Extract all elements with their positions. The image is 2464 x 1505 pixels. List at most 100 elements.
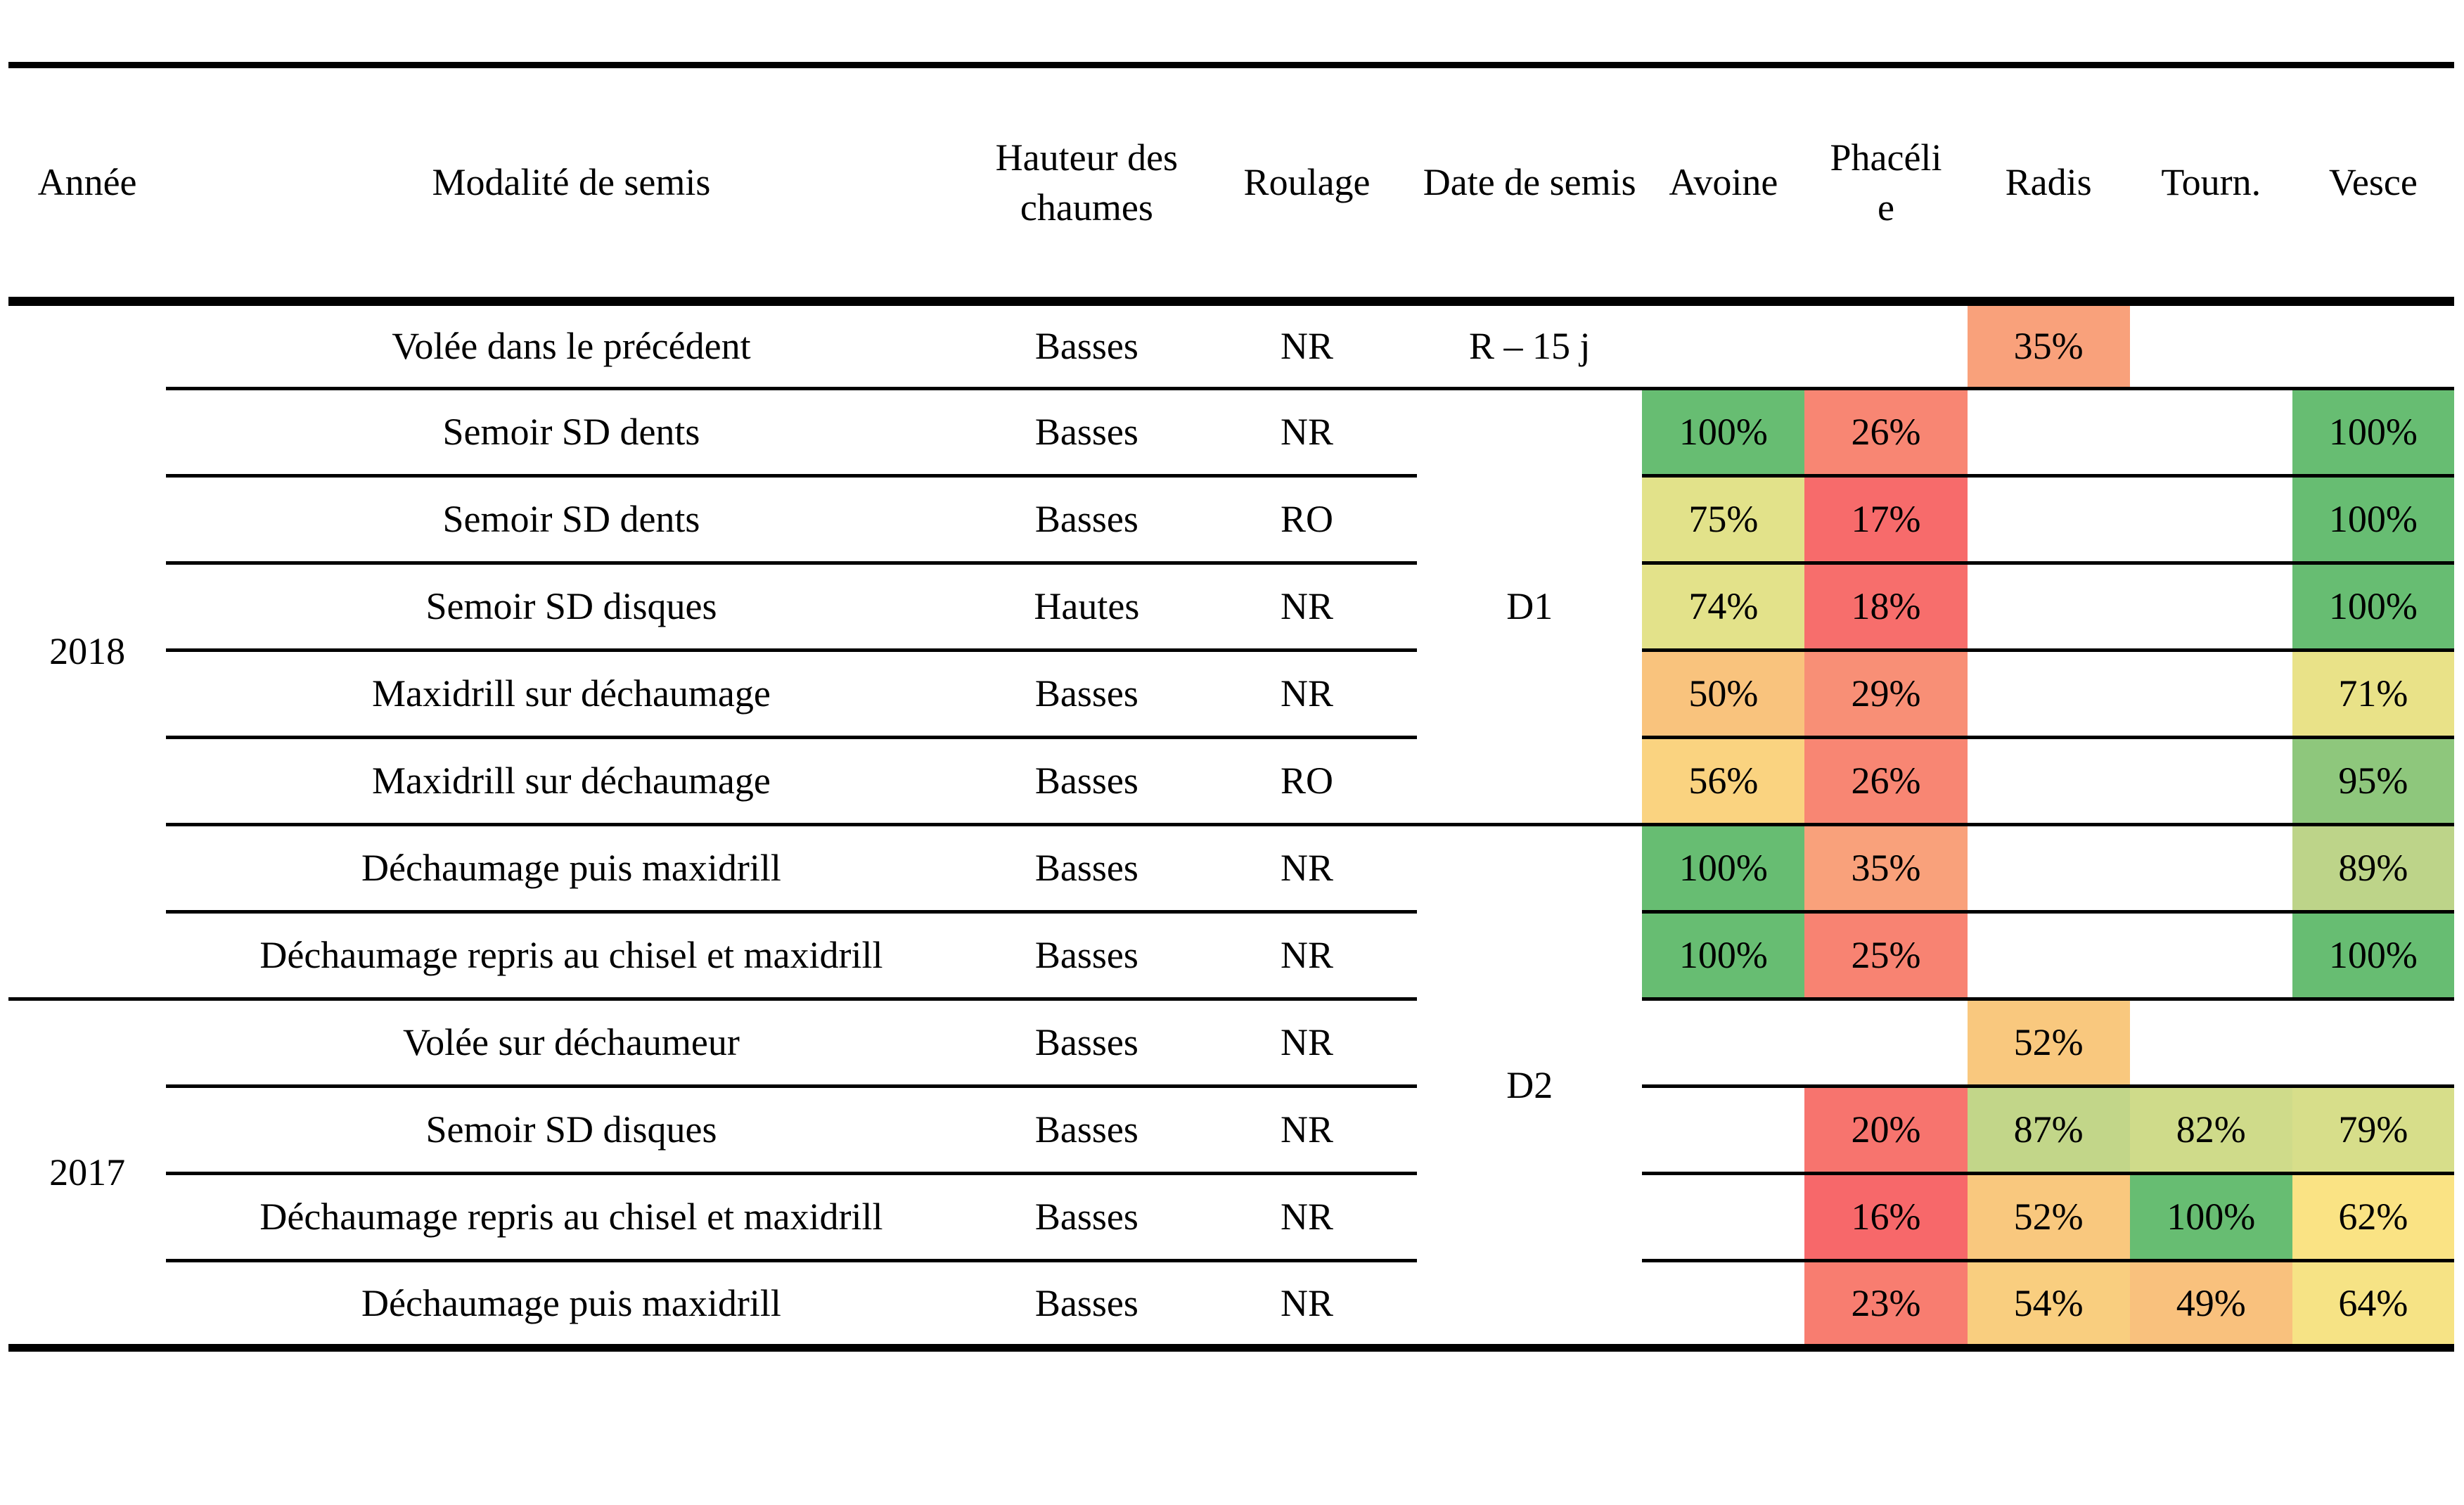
rolling-cell: NR xyxy=(1196,1173,1418,1262)
modality-cell: Volée sur déchaumeur xyxy=(166,999,977,1088)
empty-cell xyxy=(2292,301,2454,390)
coverage-value-cell: 100% xyxy=(1642,388,1805,478)
sowing-date-cell: D1 xyxy=(1417,388,1643,826)
coverage-value-cell: 100% xyxy=(2292,388,2454,478)
coverage-value-cell: 29% xyxy=(1804,650,1968,739)
coverage-value-cell: 100% xyxy=(1642,911,1805,1001)
coverage-value-cell: 100% xyxy=(2292,475,2454,565)
empty-cell xyxy=(2129,563,2292,652)
year-cell: 2018 xyxy=(8,301,167,1001)
stubble-height-cell: Basses xyxy=(976,1173,1197,1262)
coverage-value-cell: 35% xyxy=(1804,824,1968,914)
col-header-phacelie-label: Phacélie xyxy=(1830,136,1942,229)
coverage-value-cell: 23% xyxy=(1804,1260,1968,1350)
stubble-height-cell: Basses xyxy=(976,824,1197,914)
stubble-height-cell: Basses xyxy=(976,1260,1197,1350)
empty-cell xyxy=(2129,737,2292,826)
coverage-value-cell: 26% xyxy=(1804,388,1968,478)
empty-cell xyxy=(1804,301,1968,390)
empty-cell xyxy=(1642,1173,1805,1262)
stubble-height-cell: Hautes xyxy=(976,563,1197,652)
coverage-value-cell: 54% xyxy=(1967,1260,2130,1350)
page: Année Modalité de semis Hauteur des chau… xyxy=(8,62,2454,1352)
coverage-value-cell: 52% xyxy=(1967,999,2130,1088)
empty-cell xyxy=(1967,475,2130,565)
modality-cell: Maxidrill sur déchaumage xyxy=(166,650,977,739)
coverage-value-cell: 16% xyxy=(1804,1173,1968,1262)
coverage-value-cell: 87% xyxy=(1967,1086,2130,1175)
empty-cell xyxy=(1642,999,1805,1088)
empty-cell xyxy=(2129,388,2292,478)
coverage-value-cell: 18% xyxy=(1804,563,1968,652)
table-row: Déchaumage repris au chisel et maxidrill… xyxy=(8,1173,2454,1262)
coverage-value-cell: 26% xyxy=(1804,737,1968,826)
empty-cell xyxy=(2129,999,2292,1088)
rolling-cell: NR xyxy=(1196,1086,1418,1175)
stubble-height-cell: Basses xyxy=(976,1086,1197,1175)
stubble-height-cell: Basses xyxy=(976,911,1197,1001)
coverage-value-cell: 100% xyxy=(2292,911,2454,1001)
col-header-avoine: Avoine xyxy=(1642,65,1805,306)
stubble-height-cell: Basses xyxy=(976,475,1197,565)
col-header-roulage: Roulage xyxy=(1196,65,1418,306)
rolling-cell: NR xyxy=(1196,911,1418,1001)
stubble-height-cell: Basses xyxy=(976,388,1197,478)
rolling-cell: NR xyxy=(1196,999,1418,1088)
coverage-value-cell: 75% xyxy=(1642,475,1805,565)
table-body: 2018 Volée dans le précédent Basses NR R – 1… xyxy=(8,301,2454,1350)
rolling-cell: NR xyxy=(1196,824,1418,914)
coverage-value-cell: 74% xyxy=(1642,563,1805,652)
trial-results-table: Année Modalité de semis Hauteur des chau… xyxy=(8,62,2454,1352)
empty-cell xyxy=(1804,999,1968,1088)
modality-cell: Semoir SD dents xyxy=(166,388,977,478)
table-row: Maxidrill sur déchaumage Basses RO 56% 26% 95… xyxy=(8,737,2454,826)
empty-cell xyxy=(2129,301,2292,390)
rolling-cell: NR xyxy=(1196,1260,1418,1350)
rolling-cell: NR xyxy=(1196,650,1418,739)
modality-cell: Maxidrill sur déchaumage xyxy=(166,737,977,826)
coverage-value-cell: 100% xyxy=(2129,1173,2292,1262)
col-header-annee: Année xyxy=(8,65,167,306)
header-row: Année Modalité de semis Hauteur des chau… xyxy=(8,65,2454,306)
col-header-vesce: Vesce xyxy=(2292,65,2454,306)
coverage-value-cell: 50% xyxy=(1642,650,1805,739)
empty-cell xyxy=(1967,824,2130,914)
empty-cell xyxy=(1642,301,1805,390)
table-row: 2017 Volée sur déchaumeur Basses NR 52% xyxy=(8,999,2454,1350)
table-row: Déchaumage puis maxidrill Basses NR 23% 54% 4… xyxy=(8,1260,2454,1350)
stubble-height-cell: Basses xyxy=(976,737,1197,826)
modality-cell: Semoir SD dents xyxy=(166,475,977,565)
year-cell: 2017 xyxy=(8,999,167,1350)
coverage-value-cell: 64% xyxy=(2292,1260,2454,1350)
empty-cell xyxy=(2129,911,2292,1001)
coverage-value-cell: 49% xyxy=(2129,1260,2292,1350)
coverage-value-cell: 82% xyxy=(2129,1086,2292,1175)
stubble-height-cell: Basses xyxy=(976,650,1197,739)
modality-cell: Déchaumage puis maxidrill xyxy=(166,1260,977,1350)
sowing-date-cell: R – 15 j xyxy=(1417,301,1643,390)
stubble-height-cell: Basses xyxy=(976,301,1197,390)
col-header-hauteur: Hauteur des chaumes xyxy=(976,65,1197,306)
coverage-value-cell: 100% xyxy=(1642,824,1805,914)
coverage-value-cell: 71% xyxy=(2292,650,2454,739)
modality-cell: Semoir SD disques xyxy=(166,563,977,652)
modality-cell: Volée dans le précédent xyxy=(166,301,977,390)
table-row: Maxidrill sur déchaumage Basses NR 50% 29% 71… xyxy=(8,650,2454,739)
col-header-phacelie: Phacélie xyxy=(1804,65,1968,306)
empty-cell xyxy=(2129,824,2292,914)
table-row: Semoir SD dents Basses NR D1 100% 26% 100% xyxy=(8,388,2454,826)
table-row: Semoir SD disques Basses NR 20% 87% 82% 79% xyxy=(8,1086,2454,1175)
col-header-date-semis: Date de semis xyxy=(1417,65,1643,306)
col-header-modalite: Modalité de semis xyxy=(166,65,977,306)
empty-cell xyxy=(1967,911,2130,1001)
col-header-tournesol: Tourn. xyxy=(2129,65,2292,306)
empty-cell xyxy=(2129,475,2292,565)
coverage-value-cell: 25% xyxy=(1804,911,1968,1001)
rolling-cell: RO xyxy=(1196,475,1418,565)
coverage-value-cell: 56% xyxy=(1642,737,1805,826)
rolling-cell: NR xyxy=(1196,388,1418,478)
rolling-cell: RO xyxy=(1196,737,1418,826)
coverage-value-cell: 20% xyxy=(1804,1086,1968,1175)
coverage-value-cell: 17% xyxy=(1804,475,1968,565)
coverage-value-cell: 52% xyxy=(1967,1173,2130,1262)
